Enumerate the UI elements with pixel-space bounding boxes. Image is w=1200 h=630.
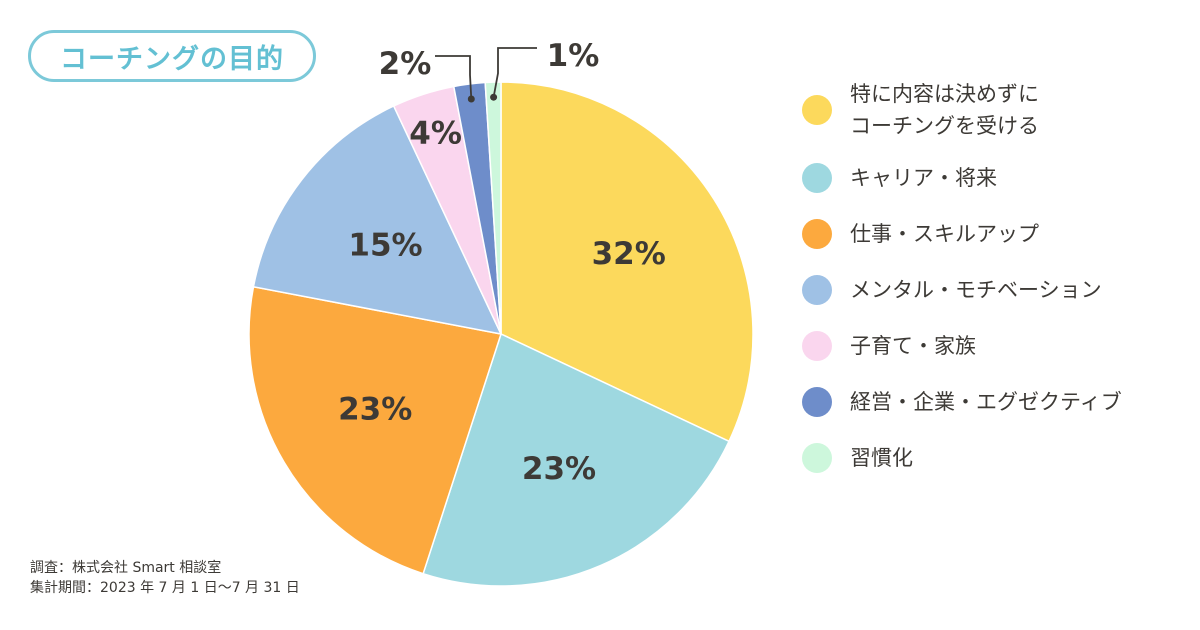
legend-item: 習慣化 <box>802 442 1192 474</box>
legend-swatch <box>802 95 832 125</box>
pie-slice <box>248 285 502 575</box>
data-label: 1% <box>547 38 600 74</box>
legend-swatch <box>802 219 832 249</box>
legend-item: キャリア・将来 <box>802 162 1192 194</box>
legend-label: 経営・企業・エグゼクティブ <box>850 390 1122 414</box>
legend: 特に内容は決めずに コーチングを受けるキャリア・将来仕事・スキルアップメンタル・モ… <box>802 78 1192 498</box>
data-label: 2% <box>379 46 432 82</box>
pie-slices <box>248 81 754 587</box>
data-label: 23% <box>522 451 596 487</box>
data-label: 23% <box>338 391 412 427</box>
legend-swatch <box>802 275 832 305</box>
callout-line <box>435 55 473 100</box>
legend-item: メンタル・モチベーション <box>802 274 1192 306</box>
legend-label: 習慣化 <box>850 446 913 470</box>
pie-slice <box>500 81 754 443</box>
footnote: 調査：株式会社 Smart 相談室 集計期間：2023 年 7 月 1 日〜7 … <box>30 558 300 598</box>
pie-slice <box>422 332 731 587</box>
legend-item: 子育て・家族 <box>802 330 1192 362</box>
legend-item: 仕事・スキルアップ <box>802 218 1192 250</box>
legend-label: キャリア・将来 <box>850 166 997 190</box>
legend-swatch <box>802 331 832 361</box>
legend-swatch <box>802 443 832 473</box>
legend-label: メンタル・モチベーション <box>850 278 1102 302</box>
legend-label: 特に内容は決めずに コーチングを受ける <box>850 82 1039 138</box>
page-title: コーチングの目的 <box>28 30 316 82</box>
legend-swatch <box>802 387 832 417</box>
pie-slice <box>484 81 502 335</box>
legend-swatch <box>802 163 832 193</box>
data-label: 4% <box>409 116 462 152</box>
pie-slice <box>252 104 503 336</box>
data-label: 15% <box>348 227 422 263</box>
legend-item: 経営・企業・エグゼクティブ <box>802 386 1192 418</box>
survey-source: 調査：株式会社 Smart 相談室 <box>30 560 222 576</box>
callout-line <box>492 47 537 98</box>
data-label: 32% <box>592 236 666 272</box>
survey-period: 集計期間：2023 年 7 月 1 日〜7 月 31 日 <box>30 580 300 596</box>
data-labels: 32% 23% 23% 15% 4% 2% 1% <box>338 38 666 487</box>
legend-label: 仕事・スキルアップ <box>850 222 1039 246</box>
legend-item: 特に内容は決めずに コーチングを受ける <box>802 78 1192 142</box>
callout-leaders <box>435 47 537 103</box>
legend-label: 子育て・家族 <box>850 334 976 358</box>
